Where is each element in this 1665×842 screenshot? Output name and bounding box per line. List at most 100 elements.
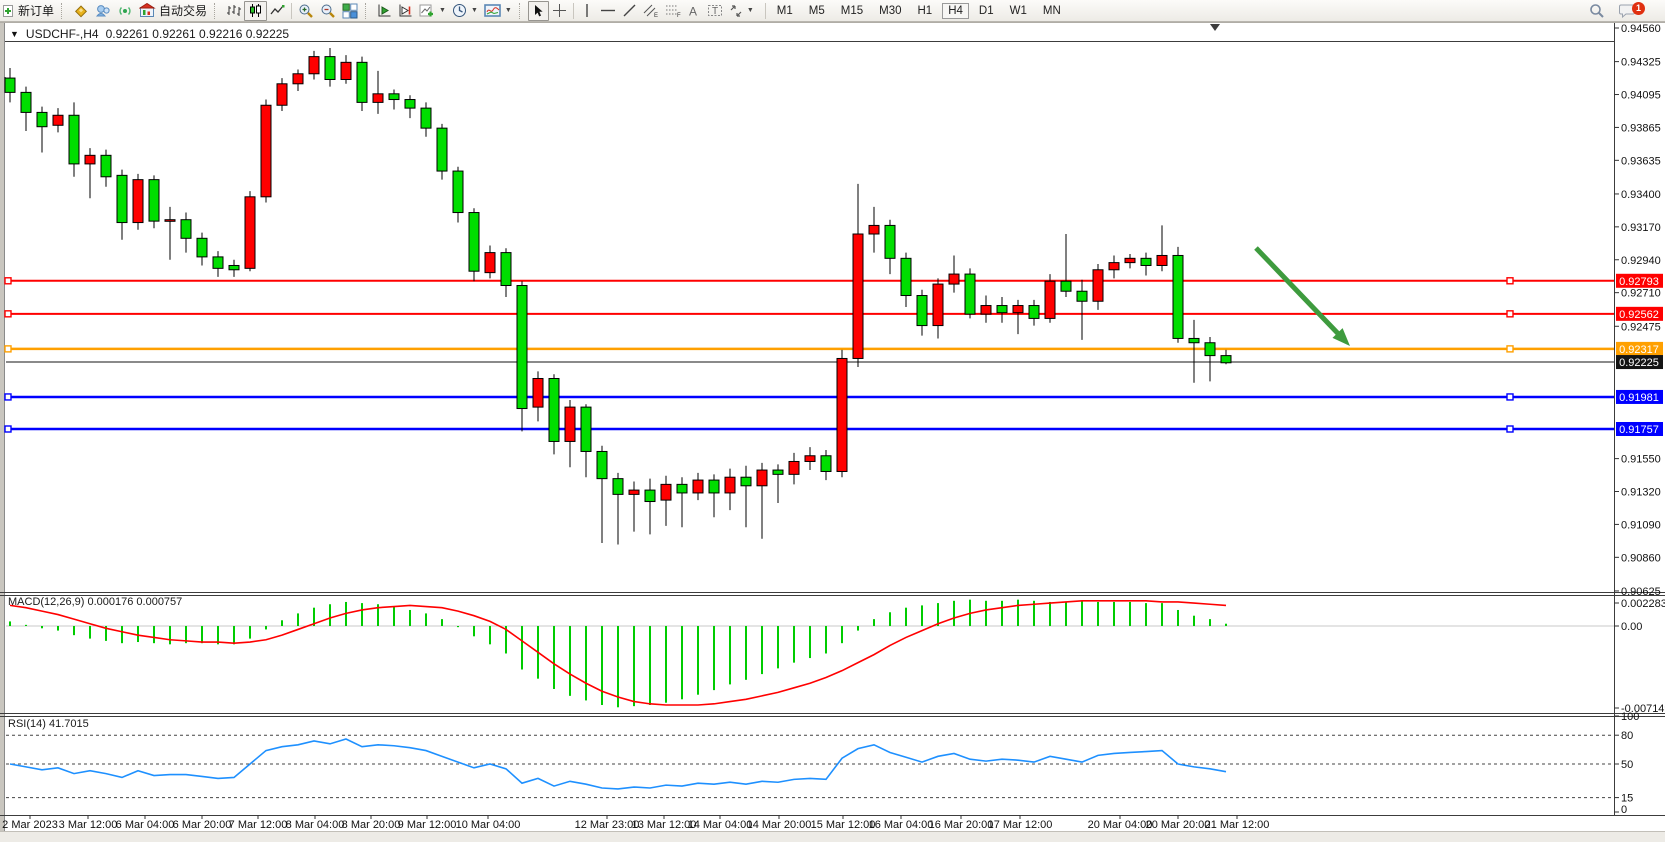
svg-text:0.00: 0.00 <box>1621 621 1642 633</box>
main-toolbar: 新订单 <box>0 0 1665 22</box>
trendline-button[interactable] <box>619 1 640 21</box>
gold-diamond-icon <box>75 4 88 17</box>
svg-text:15: 15 <box>1621 793 1633 805</box>
auto-scroll-button[interactable] <box>374 1 395 21</box>
cursor-button[interactable] <box>527 0 549 21</box>
rsi-indicator-label: RSI(14) 41.7015 <box>8 718 89 730</box>
text-label-button[interactable]: T <box>704 1 726 21</box>
tab-m5[interactable]: M5 <box>808 4 825 17</box>
svg-text:6 Mar 04:00: 6 Mar 04:00 <box>116 819 175 831</box>
candlestick-mode-button[interactable] <box>244 0 268 21</box>
text-button[interactable]: A <box>684 1 704 21</box>
new-order-button[interactable]: 新订单 <box>0 1 57 21</box>
chevron-down-icon: ▼ <box>470 7 478 14</box>
periods-clock-icon <box>452 4 466 17</box>
svg-text:0.91320: 0.91320 <box>1621 487 1661 499</box>
search-icon <box>1590 3 1604 18</box>
tile-windows-button[interactable] <box>339 1 361 21</box>
autotrade-button[interactable]: 自动交易 <box>136 1 210 21</box>
signals-icon <box>119 6 131 15</box>
zoom-in-icon <box>299 4 313 18</box>
add-indicator-icon <box>419 4 434 17</box>
svg-text:0.94095: 0.94095 <box>1621 90 1661 102</box>
svg-text:0.92317: 0.92317 <box>1619 344 1659 356</box>
svg-text:100: 100 <box>1621 711 1639 723</box>
svg-text:0.91550: 0.91550 <box>1621 454 1661 466</box>
crosshair-button[interactable] <box>549 1 570 21</box>
zoom-in-button[interactable] <box>295 1 317 21</box>
price-axis[interactable]: 0.94560 0.94325 0.94095 0.93865 0.93635 0.934… <box>1614 23 1661 598</box>
svg-text:0.93635: 0.93635 <box>1621 155 1661 167</box>
toolbar-grip <box>61 2 66 19</box>
time-axis[interactable]: 2 Mar 2023 3 Mar 12:006 Mar 04:006 Mar 20… <box>2 815 1269 831</box>
toolbar-right-tools: 1 <box>1586 1 1645 21</box>
chart-shift-marker[interactable] <box>1210 24 1220 31</box>
notifications-button[interactable]: 1 <box>1616 1 1645 21</box>
trend-arrow[interactable] <box>1254 246 1350 346</box>
svg-text:0.90625: 0.90625 <box>1621 586 1661 598</box>
svg-text:0.93400: 0.93400 <box>1621 189 1661 201</box>
new-order-icon <box>3 4 13 17</box>
bar-chart-mode-button[interactable] <box>223 1 244 21</box>
chart-shift-button[interactable] <box>395 1 416 21</box>
horizontal-line-button[interactable] <box>597 1 619 21</box>
svg-text:3 Mar 12:00: 3 Mar 12:00 <box>59 819 118 831</box>
svg-text:0.92225: 0.92225 <box>1619 357 1659 369</box>
equidistant-channel-button[interactable]: E <box>640 1 662 21</box>
tab-h4[interactable]: H4 <box>942 2 969 19</box>
new-order-label: 新订单 <box>18 4 55 18</box>
channel-icon: E <box>643 4 658 18</box>
svg-text:0.91757: 0.91757 <box>1619 424 1659 436</box>
indicators-button[interactable]: ▼ <box>416 1 449 21</box>
svg-text:T: T <box>712 6 718 17</box>
svg-text:E: E <box>654 13 658 18</box>
cursor-icon <box>534 4 543 16</box>
tab-mn[interactable]: MN <box>1042 4 1061 17</box>
svg-text:20 Mar 20:00: 20 Mar 20:00 <box>1146 819 1211 831</box>
community-button[interactable] <box>92 1 114 21</box>
line-chart-icon <box>270 5 285 15</box>
toolbar-separator <box>764 2 766 19</box>
macd-indicator-label: MACD(12,26,9) 0.000176 0.000757 <box>8 596 183 608</box>
tab-h1[interactable]: H1 <box>917 4 933 17</box>
chevron-down-icon: ▼ <box>746 7 754 14</box>
autotrade-icon <box>139 3 156 17</box>
svg-text:F: F <box>677 13 681 18</box>
chart-title-dropdown-icon[interactable]: ▼ <box>10 29 19 39</box>
svg-text:0: 0 <box>1621 804 1627 816</box>
svg-text:0.93865: 0.93865 <box>1621 122 1661 134</box>
vertical-line-button[interactable] <box>577 1 597 21</box>
svg-text:0.92793: 0.92793 <box>1619 276 1659 288</box>
search-button[interactable] <box>1586 1 1608 21</box>
zoom-out-button[interactable] <box>317 1 339 21</box>
chevron-down-icon: ▼ <box>439 7 446 14</box>
tab-m30[interactable]: M30 <box>879 4 902 17</box>
chart-end-icon <box>399 4 412 17</box>
macd-pane: 0.002283 0.00 -0.007149 <box>6 598 1665 715</box>
svg-text:0.93170: 0.93170 <box>1621 222 1661 234</box>
fibonacci-button[interactable]: F <box>662 1 684 21</box>
chart-symbol-period: USDCHF-,H4 <box>25 27 99 41</box>
tab-m15[interactable]: M15 <box>840 4 864 17</box>
line-chart-mode-button[interactable] <box>267 1 288 21</box>
arrows-button[interactable]: ▼ <box>726 1 757 21</box>
rsi-pane: 100 80 50 150 <box>6 711 1639 816</box>
templates-button[interactable]: ▼ <box>481 1 515 21</box>
svg-text:0.94560: 0.94560 <box>1621 23 1661 35</box>
chart-ohlc-values: 0.92261 0.92261 0.92216 0.92225 <box>105 27 290 41</box>
svg-text:0.90860: 0.90860 <box>1621 552 1661 564</box>
toolbar-separator <box>572 2 574 19</box>
tab-d1[interactable]: D1 <box>978 4 994 17</box>
svg-text:21 Mar 12:00: 21 Mar 12:00 <box>1205 819 1270 831</box>
signals-button[interactable] <box>114 1 136 21</box>
tab-w1[interactable]: W1 <box>1009 4 1027 17</box>
candles-layer <box>4 48 1232 545</box>
profile-button[interactable] <box>70 1 92 21</box>
tab-m1[interactable]: M1 <box>776 4 793 17</box>
periods-button[interactable]: ▼ <box>449 1 481 21</box>
svg-text:8 Mar 20:00: 8 Mar 20:00 <box>342 819 401 831</box>
svg-text:16 Mar 20:00: 16 Mar 20:00 <box>929 819 994 831</box>
